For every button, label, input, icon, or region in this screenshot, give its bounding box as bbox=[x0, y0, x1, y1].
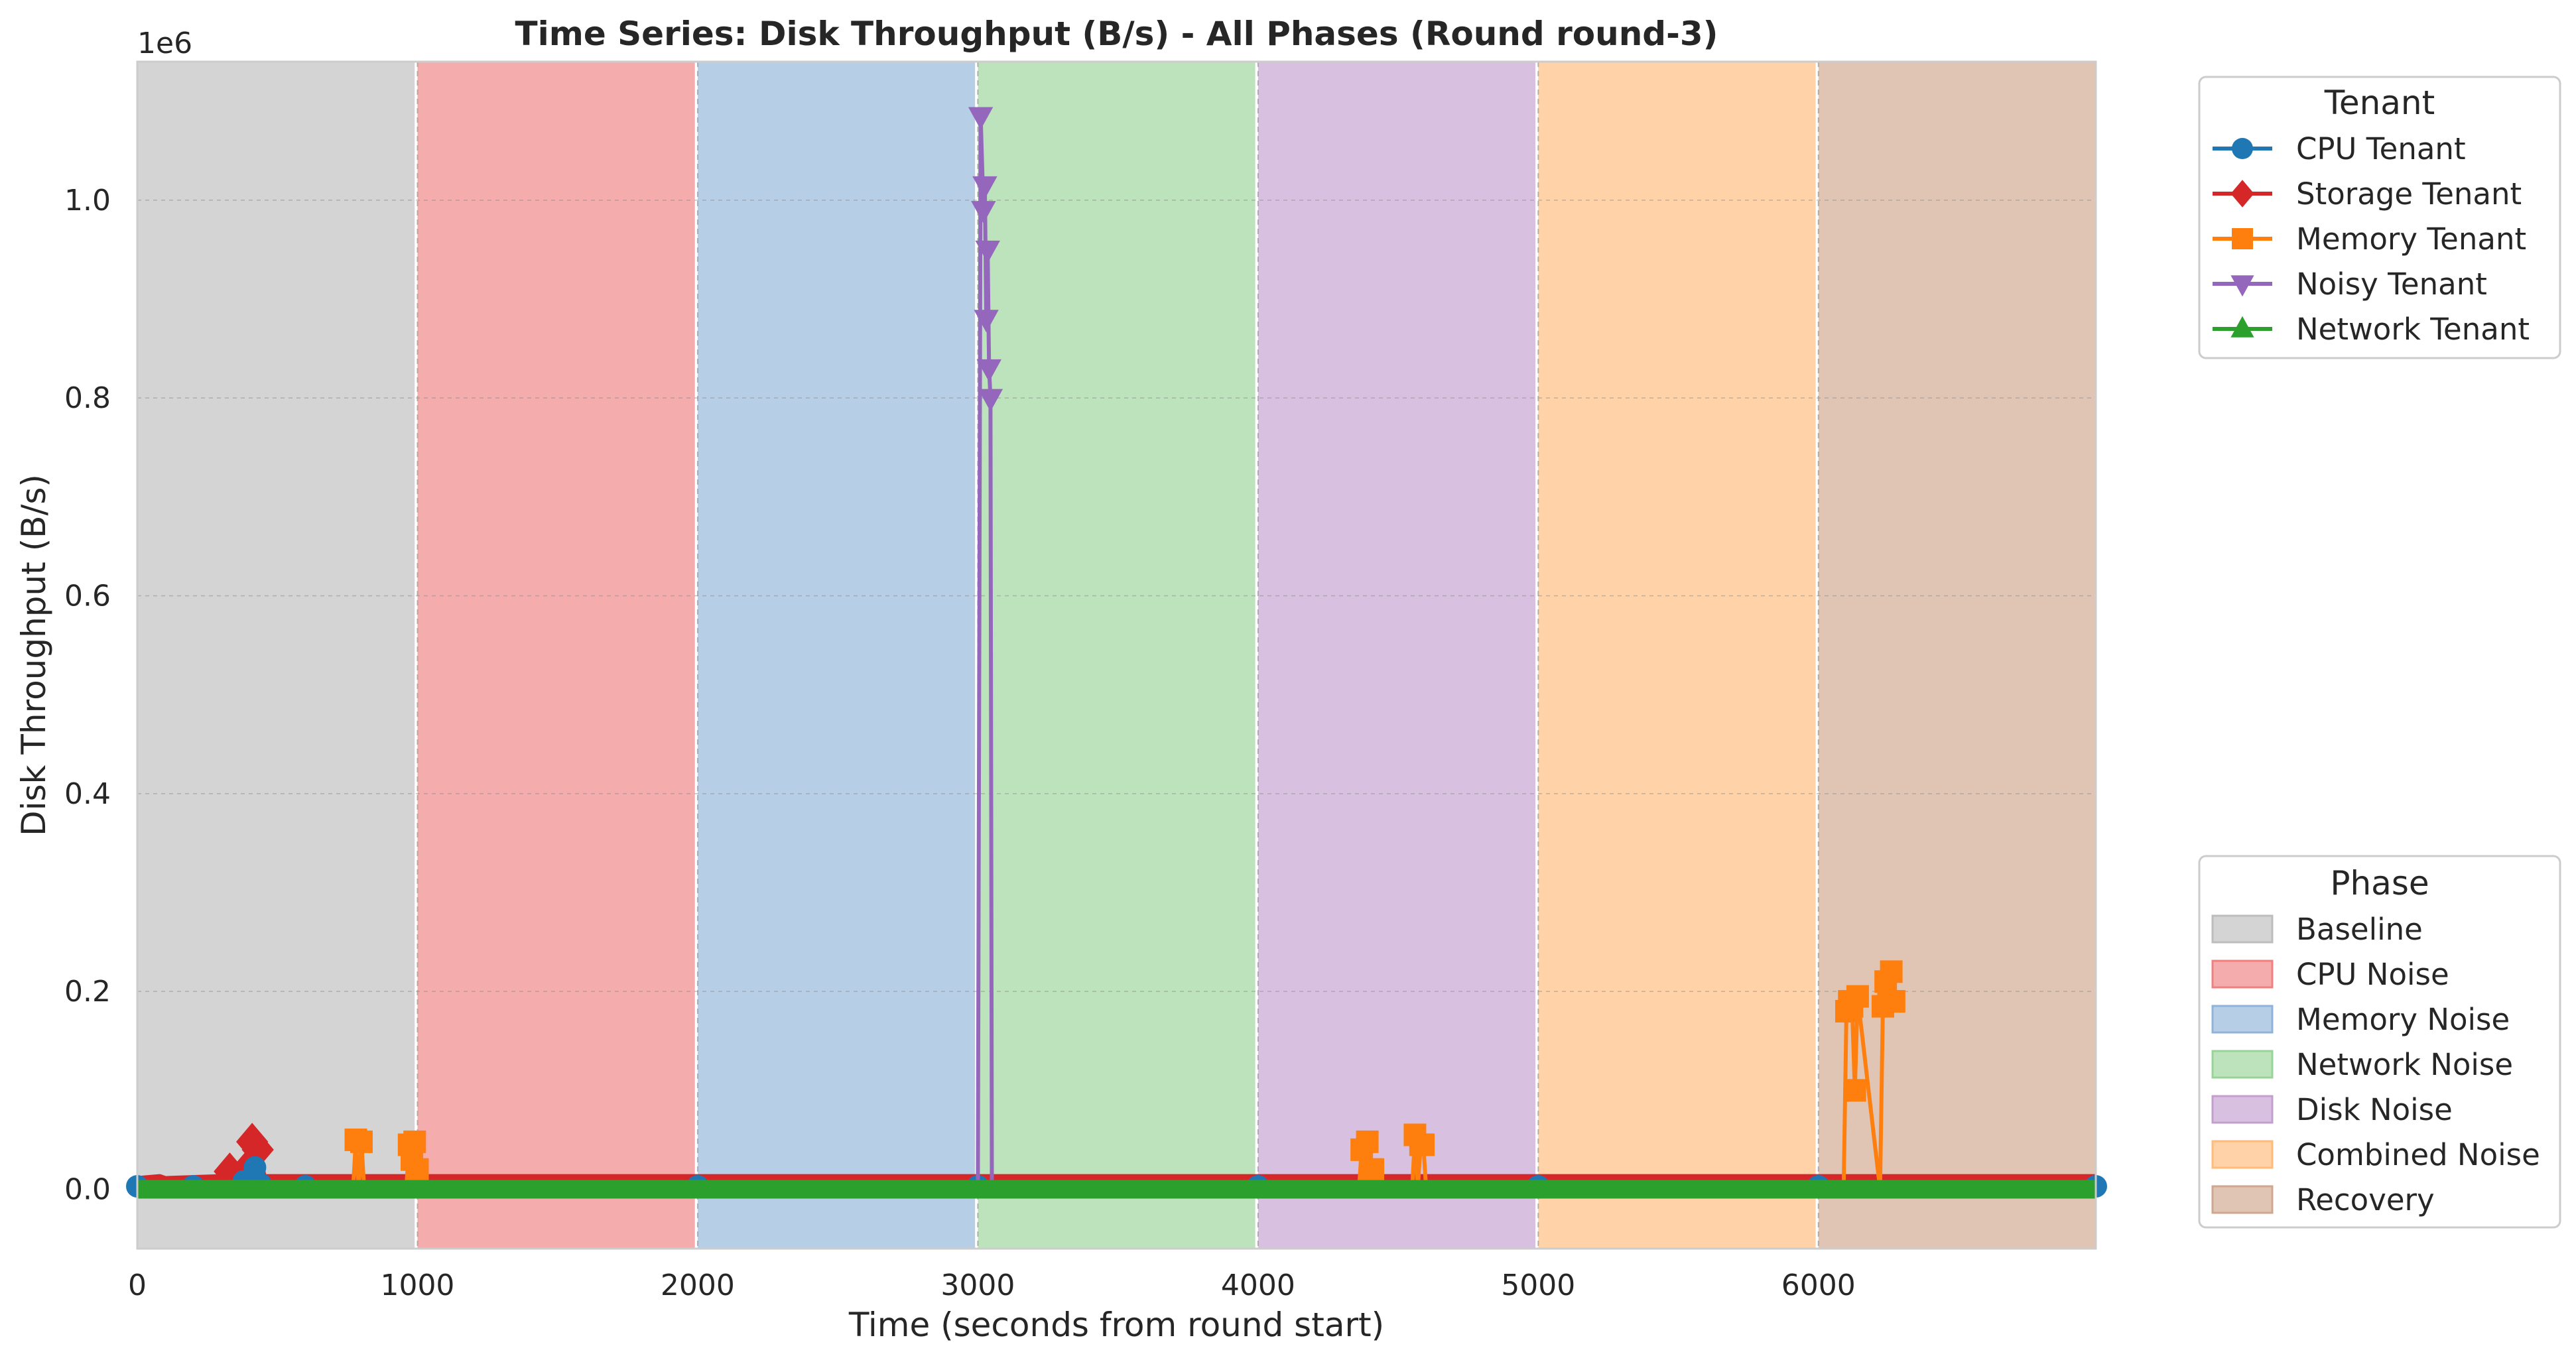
x-tick-label-3: 3000 bbox=[940, 1269, 1015, 1302]
phase-legend-swatch-1 bbox=[2211, 960, 2274, 989]
plot-frame bbox=[136, 60, 2097, 1250]
y-tick-label-3: 0.6 bbox=[64, 580, 111, 613]
x-tick-label-1: 1000 bbox=[380, 1269, 454, 1302]
tenant-legend-marker-4 bbox=[2230, 316, 2254, 338]
tenant-legend-label-0: CPU Tenant bbox=[2296, 131, 2466, 166]
series-2-point-15 bbox=[1356, 1130, 1379, 1153]
phase-legend-swatch-5 bbox=[2211, 1140, 2274, 1169]
series-2-point-30 bbox=[1846, 985, 1869, 1008]
phase-bands bbox=[137, 62, 2096, 1249]
y-tick-label-5: 1.0 bbox=[64, 184, 111, 217]
phase-legend-swatch-4 bbox=[2211, 1095, 2274, 1124]
x-tick-label-6: 6000 bbox=[1781, 1269, 1856, 1302]
tenant-legend-marker-1 bbox=[2230, 180, 2254, 208]
phase-legend-label-1: CPU Noise bbox=[2296, 957, 2449, 992]
x-ticks: 0 1000 2000 3000 4000 5000 6000 bbox=[128, 1269, 1856, 1302]
y-axis-label: Disk Throughput (B/s) bbox=[15, 474, 53, 836]
phase-legend-label-0: Baseline bbox=[2296, 912, 2423, 947]
series-2-point-3 bbox=[350, 1130, 373, 1153]
phase-legend-label-6: Recovery bbox=[2296, 1182, 2435, 1217]
phase-legend-label-5: Combined Noise bbox=[2296, 1137, 2540, 1172]
tenant-legend-marker-0 bbox=[2232, 138, 2253, 159]
series-2-point-9 bbox=[403, 1130, 426, 1153]
tenant-legend: Tenant CPU Tenant Storage Tenant Memory Ten… bbox=[2198, 76, 2561, 359]
series-lines bbox=[126, 107, 2107, 1199]
tenant-legend-label-4: Network Tenant bbox=[2296, 312, 2530, 347]
phase-legend-title: Phase bbox=[2330, 864, 2429, 902]
phase-legend-swatch-0 bbox=[2211, 914, 2274, 944]
series-2-point-10 bbox=[406, 1158, 429, 1181]
series-3-point-4 bbox=[974, 310, 999, 333]
tenant-legend-title: Tenant bbox=[2324, 84, 2435, 122]
series-3-point-6 bbox=[976, 359, 1001, 382]
phase-band-5 bbox=[1538, 62, 1816, 1249]
phase-band-2 bbox=[697, 62, 976, 1249]
series-3-point-5 bbox=[975, 240, 1000, 263]
x-tick-label-5: 5000 bbox=[1501, 1269, 1575, 1302]
phase-legend-swatch-6 bbox=[2211, 1185, 2274, 1214]
tenant-legend-label-2: Memory Tenant bbox=[2296, 221, 2526, 257]
series-2-point-17 bbox=[1362, 1158, 1385, 1181]
y-offset-label: 1e6 bbox=[137, 27, 192, 60]
phase-legend-label-3: Network Noise bbox=[2296, 1047, 2513, 1082]
phase-band-6 bbox=[1818, 62, 2096, 1249]
tenant-legend-marker-2 bbox=[2232, 228, 2253, 249]
x-tick-label-0: 0 bbox=[128, 1269, 147, 1302]
y-tick-label-1: 0.2 bbox=[64, 975, 111, 1009]
x-tick-label-2: 2000 bbox=[661, 1269, 735, 1302]
series-3-point-3 bbox=[972, 176, 998, 199]
tenant-legend-marker-3 bbox=[2230, 275, 2254, 297]
phase-legend-label-2: Memory Noise bbox=[2296, 1002, 2510, 1037]
series-2-point-23 bbox=[1412, 1133, 1435, 1156]
chart-title: Time Series: Disk Throughput (B/s) - All… bbox=[515, 15, 1718, 53]
series-2-point-35 bbox=[1880, 960, 1903, 983]
phase-legend-swatch-3 bbox=[2211, 1050, 2274, 1079]
series-2-point-36 bbox=[1882, 990, 1905, 1013]
y-ticks: 0.0 0.2 0.4 0.6 0.8 1.0 bbox=[64, 184, 111, 1207]
phase-legend-swatch-2 bbox=[2211, 1005, 2274, 1034]
phase-band-1 bbox=[417, 62, 695, 1249]
y-tick-label-2: 0.4 bbox=[64, 777, 111, 811]
tenant-legend-label-3: Noisy Tenant bbox=[2296, 267, 2487, 302]
x-tick-label-4: 4000 bbox=[1221, 1269, 1295, 1302]
phase-legend: Phase Baseline CPU Noise Memory Noise Networ… bbox=[2198, 855, 2561, 1229]
y-tick-label-4: 0.8 bbox=[64, 381, 111, 415]
phase-band-4 bbox=[1257, 62, 1536, 1249]
series-3-point-7 bbox=[978, 389, 1003, 412]
x-axis-label: Time (seconds from round start) bbox=[848, 1306, 1384, 1344]
series-3-point-2 bbox=[971, 201, 996, 224]
series-line-3 bbox=[976, 114, 995, 1192]
tenant-legend-box bbox=[2198, 76, 2561, 359]
phase-legend-box bbox=[2198, 855, 2561, 1229]
phase-legend-label-4: Disk Noise bbox=[2296, 1092, 2453, 1127]
series-2-point-29 bbox=[1843, 1079, 1866, 1102]
series-3 bbox=[968, 107, 1003, 1192]
series-3-point-1 bbox=[968, 107, 994, 130]
phase-band-0 bbox=[137, 62, 415, 1249]
y-tick-label-0: 0.0 bbox=[64, 1173, 111, 1207]
tenant-legend-label-1: Storage Tenant bbox=[2296, 176, 2522, 212]
phase-band-3 bbox=[978, 62, 1256, 1249]
